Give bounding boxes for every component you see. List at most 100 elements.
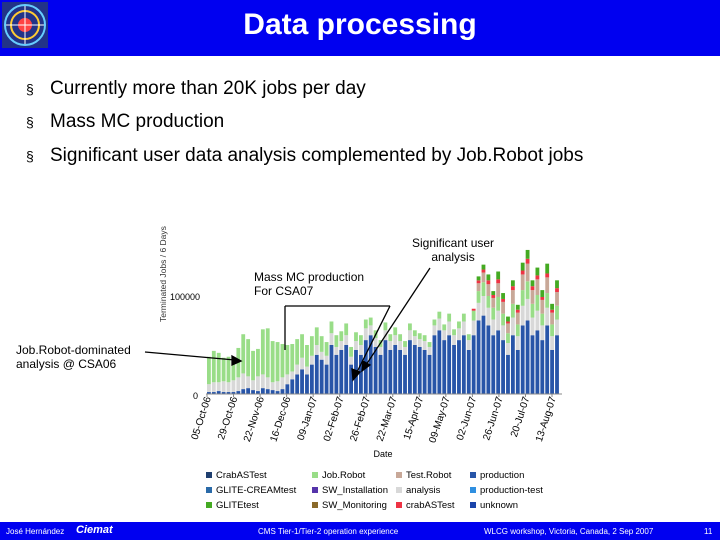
bar-segment-job-robot xyxy=(403,341,407,347)
bar-segment-production xyxy=(452,345,456,394)
bar-segment-production xyxy=(285,384,290,394)
page-number: 11 xyxy=(704,527,713,536)
bar-segment-analysis xyxy=(226,382,231,393)
bullet-mark: § xyxy=(26,114,34,130)
legend-label: Test.Robot xyxy=(406,470,452,481)
bar-segment-test-robot xyxy=(501,301,505,314)
annotation-line: Job.Robot-dominated xyxy=(16,343,131,357)
bar-segment-job-robot xyxy=(525,281,530,299)
legend-item: SW_Monitoring xyxy=(312,500,387,511)
x-axis-label: Date xyxy=(373,449,392,459)
bar-segment-analysis xyxy=(515,336,520,350)
legend-swatch xyxy=(312,502,318,509)
legend-swatch xyxy=(312,487,318,494)
bar-segment-crabastest xyxy=(506,321,510,324)
bar-segment-job-robot xyxy=(251,350,255,381)
bar-segment-analysis xyxy=(221,381,226,393)
bar-segment-job-robot xyxy=(349,346,353,357)
bar-segment-production xyxy=(481,315,486,394)
x-tick-label: 29-Oct-06 xyxy=(216,395,240,441)
bar-segment-production xyxy=(226,392,231,394)
bar-segment-production xyxy=(466,349,471,394)
footer-talk-title: CMS Tier-1/Tier-2 operation experience xyxy=(258,527,399,536)
bar-segment-production xyxy=(422,349,427,394)
bar-segment-production xyxy=(260,388,265,394)
bar-segment-production xyxy=(530,335,535,394)
bar-segment-glitetest xyxy=(481,264,486,270)
bar-segment-job-robot xyxy=(417,333,422,340)
bar-segment-production xyxy=(393,345,398,394)
bar-segment-analysis xyxy=(496,310,501,331)
bar-segment-job-robot xyxy=(393,327,398,336)
bar-segment-analysis xyxy=(216,382,221,392)
bar-segment-production xyxy=(344,345,349,394)
bar-segment-job-robot xyxy=(466,334,471,341)
bar-segment-job-robot xyxy=(280,344,285,378)
bar-segment-analysis xyxy=(344,335,349,345)
bar-segment-production xyxy=(383,340,388,394)
bullet-item: § Mass MC production xyxy=(26,111,224,133)
bar-segment-production xyxy=(231,392,236,394)
bar-segment-crabastest xyxy=(545,273,550,278)
x-tick-label: 22-Nov-06 xyxy=(242,395,267,443)
bar-segment-glitetest xyxy=(545,263,550,274)
bar-segment-production xyxy=(305,374,309,394)
bar-segment-job-robot xyxy=(437,311,442,319)
bar-segment-analysis xyxy=(510,317,515,336)
bar-segment-production xyxy=(329,345,334,394)
bar-segment-analysis xyxy=(398,341,403,350)
bar-segment-production xyxy=(300,369,304,394)
bar-segment-production xyxy=(457,340,461,394)
bar-segment-analysis xyxy=(256,376,260,392)
bar-segment-production xyxy=(358,354,363,394)
bar-segment-production xyxy=(207,392,211,394)
bar-segment-production xyxy=(540,340,545,394)
bar-segment-analysis xyxy=(329,333,334,345)
bar-segment-analysis xyxy=(540,325,545,341)
x-tick-label: 09-Jan-07 xyxy=(296,395,321,442)
bar-segment-analysis xyxy=(280,377,285,390)
annotation-jobrobot: Job.Robot-dominated analysis @ CSA06 xyxy=(16,343,131,371)
bar-segment-analysis xyxy=(324,355,329,365)
bar-segment-job-robot xyxy=(476,291,481,303)
bar-segment-analysis xyxy=(525,298,530,321)
bar-segment-job-robot xyxy=(550,324,555,337)
bar-segment-production xyxy=(535,330,540,394)
bar-segment-test-robot xyxy=(530,290,535,304)
bar-segment-job-robot xyxy=(540,313,545,326)
bar-segment-analysis xyxy=(417,339,422,347)
footer-bar: José Hernández Ciemat CMS Tier-1/Tier-2 … xyxy=(0,522,720,540)
x-tick-label: 22-Mar-07 xyxy=(375,395,400,443)
bar-segment-analysis xyxy=(506,343,510,355)
bar-segment-production xyxy=(319,359,324,394)
bar-segment-job-robot xyxy=(427,342,432,347)
bar-segment-analysis xyxy=(520,305,525,326)
bar-segment-test-robot xyxy=(525,263,530,282)
bar-segment-analysis xyxy=(550,336,555,350)
bar-segment-job-robot xyxy=(555,305,559,320)
bar-segment-job-robot xyxy=(520,290,525,306)
bar-segment-job-robot xyxy=(496,296,501,311)
bar-segment-production xyxy=(368,335,373,394)
bar-segment-crabastest xyxy=(520,270,525,275)
bar-segment-job-robot xyxy=(358,335,363,345)
x-tick-label: 20-Jul-07 xyxy=(509,395,532,438)
bar-segment-analysis xyxy=(334,346,339,355)
bar-segment-job-robot xyxy=(363,319,368,329)
bar-segment-job-robot xyxy=(231,358,236,381)
bar-segment-analysis xyxy=(309,355,314,365)
bar-segment-crabastest xyxy=(491,295,496,298)
bar-segment-job-robot xyxy=(226,356,231,383)
bar-segment-job-robot xyxy=(412,330,417,337)
bar-segment-production xyxy=(378,354,383,394)
bar-segment-analysis xyxy=(211,382,216,393)
annotation-user-analysis: Significant user analysis xyxy=(412,236,494,264)
annotation-line: Mass MC production xyxy=(254,270,365,284)
bar-segment-job-robot xyxy=(285,345,290,375)
chart-bars xyxy=(207,249,559,394)
bar-segment-analysis xyxy=(447,321,452,336)
bar-segment-job-robot xyxy=(447,313,452,322)
bar-segment-production xyxy=(241,389,246,394)
bar-segment-analysis xyxy=(393,335,398,345)
bar-segment-analysis xyxy=(319,351,324,360)
